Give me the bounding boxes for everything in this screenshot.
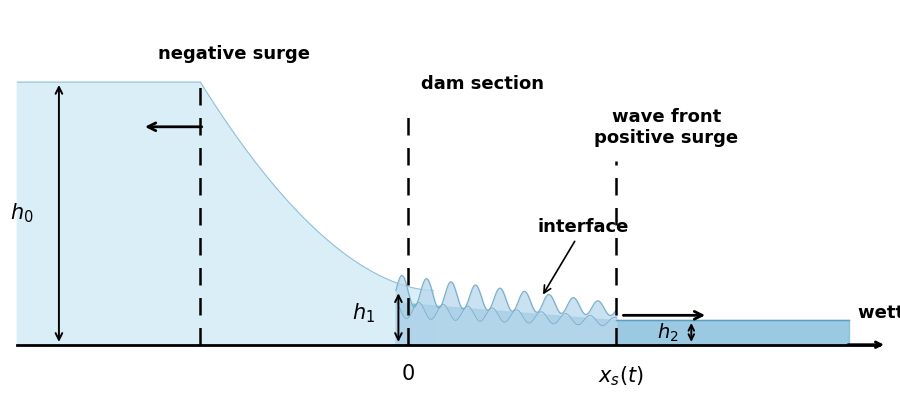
Text: 0: 0 xyxy=(401,364,415,384)
Text: negative surge: negative surge xyxy=(158,45,310,63)
Text: dam section: dam section xyxy=(421,75,544,93)
Text: $h_2$: $h_2$ xyxy=(657,321,679,343)
Text: interface: interface xyxy=(537,218,629,293)
Text: wave front
positive surge: wave front positive surge xyxy=(594,108,738,147)
Text: $h_0$: $h_0$ xyxy=(10,202,33,225)
Polygon shape xyxy=(17,82,434,345)
Text: $h_1$: $h_1$ xyxy=(352,301,375,325)
Polygon shape xyxy=(616,320,850,345)
Text: wetted channel: wetted channel xyxy=(858,304,900,322)
Text: $x_s(t)$: $x_s(t)$ xyxy=(598,364,644,388)
